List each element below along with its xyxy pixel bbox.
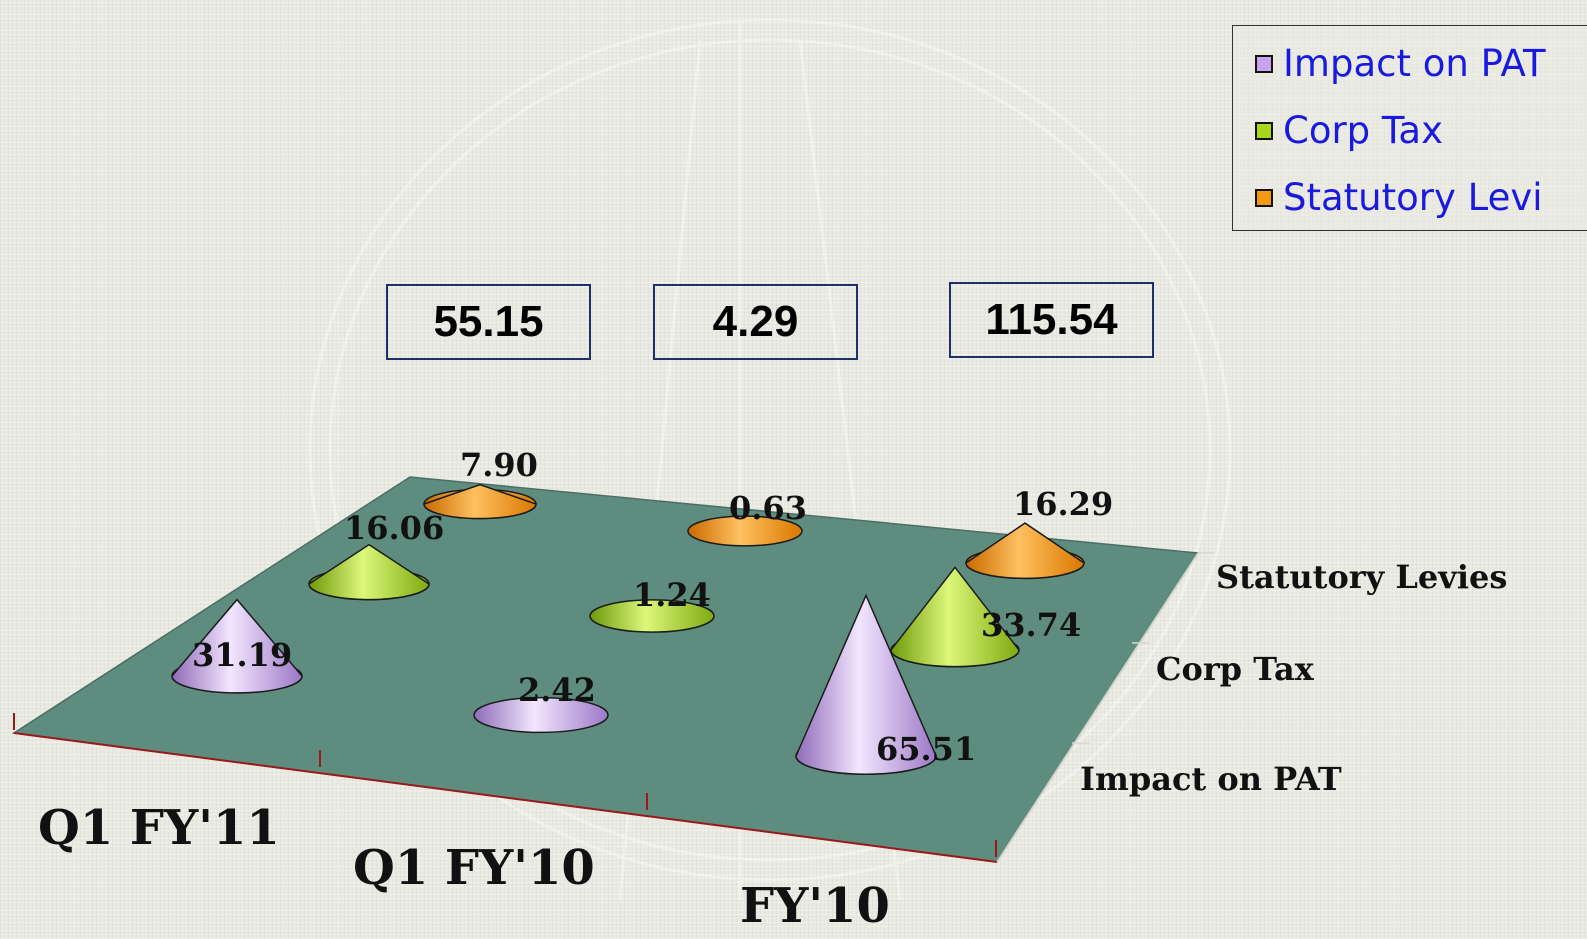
value-label-statutory-levies-1: 0.63	[729, 489, 807, 527]
cone-body-impact-on-pat-2	[795, 593, 937, 775]
legend-label-statutory-levies: Statutory Levi	[1283, 176, 1543, 219]
legend-swatch-corp-tax	[1255, 121, 1273, 140]
cone-statutory-levies-1	[687, 515, 803, 547]
legend-swatch-impact-on-pat	[1255, 54, 1273, 73]
floor-right-edge	[996, 552, 1199, 863]
depth-label-impact-on-pat: Impact on PAT	[1080, 760, 1342, 798]
cone-base-impact-on-pat-1	[473, 696, 609, 734]
depth-label-statutory-levies: Statutory Levies	[1216, 558, 1507, 596]
value-label-statutory-levies-2: 16.29	[1013, 485, 1113, 523]
legend-item-corp-tax: Corp Tax	[1255, 109, 1443, 152]
total-box-q1-fy10: 4.29	[653, 284, 858, 360]
cone-base-corp-tax-1	[589, 599, 715, 633]
cones	[171, 483, 1085, 775]
value-label-corp-tax-2: 33.74	[981, 606, 1081, 644]
floor-front-edge	[13, 732, 998, 863]
value-label-corp-tax-0: 16.06	[344, 509, 444, 547]
value-label-impact-on-pat-0: 31.19	[192, 636, 292, 674]
chart-legend: Impact on PAT Corp Tax Statutory Levi	[1232, 25, 1587, 231]
category-label-fy10: FY'10	[740, 878, 890, 934]
value-label-statutory-levies-0: 7.90	[460, 446, 538, 484]
value-label-impact-on-pat-2: 65.51	[876, 730, 976, 768]
legend-swatch-statutory-levies	[1255, 188, 1273, 207]
cone-body-corp-tax-0	[308, 543, 430, 601]
category-label-q1-fy10: Q1 FY'10	[353, 840, 595, 896]
value-labels: 7.90 0.63 16.29 16.06 1.24 33.74 31.19 2.42 65.5…	[192, 446, 1113, 768]
total-box-fy10: 115.54	[949, 282, 1154, 358]
cone-impact-on-pat-0	[171, 598, 303, 694]
cone-corp-tax-2	[890, 566, 1020, 668]
cone-base-statutory-levies-1	[687, 515, 803, 547]
value-label-impact-on-pat-1: 2.42	[518, 671, 596, 709]
cone-body-statutory-levies-2	[965, 522, 1085, 580]
legend-item-statutory-levies: Statutory Levi	[1255, 176, 1543, 219]
category-label-q1-fy11: Q1 FY'11	[38, 800, 280, 856]
cone-statutory-levies-2	[965, 522, 1085, 580]
cone-body-corp-tax-2	[890, 566, 1020, 668]
cone-corp-tax-1	[589, 599, 715, 633]
x-axis-ticks	[13, 713, 997, 857]
legend-item-impact-on-pat: Impact on PAT	[1255, 42, 1546, 85]
cone-impact-on-pat-1	[473, 696, 609, 734]
depth-label-corp-tax: Corp Tax	[1156, 650, 1315, 688]
legend-label-impact-on-pat: Impact on PAT	[1283, 42, 1546, 85]
cone-body-statutory-levies-0	[423, 483, 537, 520]
cone-impact-on-pat-2	[795, 593, 937, 775]
cone-statutory-levies-0	[423, 483, 537, 520]
depth-axis-ticks	[1072, 552, 1214, 744]
legend-label-corp-tax: Corp Tax	[1283, 109, 1443, 152]
cone-corp-tax-0	[308, 543, 430, 601]
value-label-corp-tax-1: 1.24	[633, 576, 711, 614]
cone-body-impact-on-pat-0	[171, 598, 303, 694]
total-box-q1-fy11: 55.15	[386, 284, 591, 360]
